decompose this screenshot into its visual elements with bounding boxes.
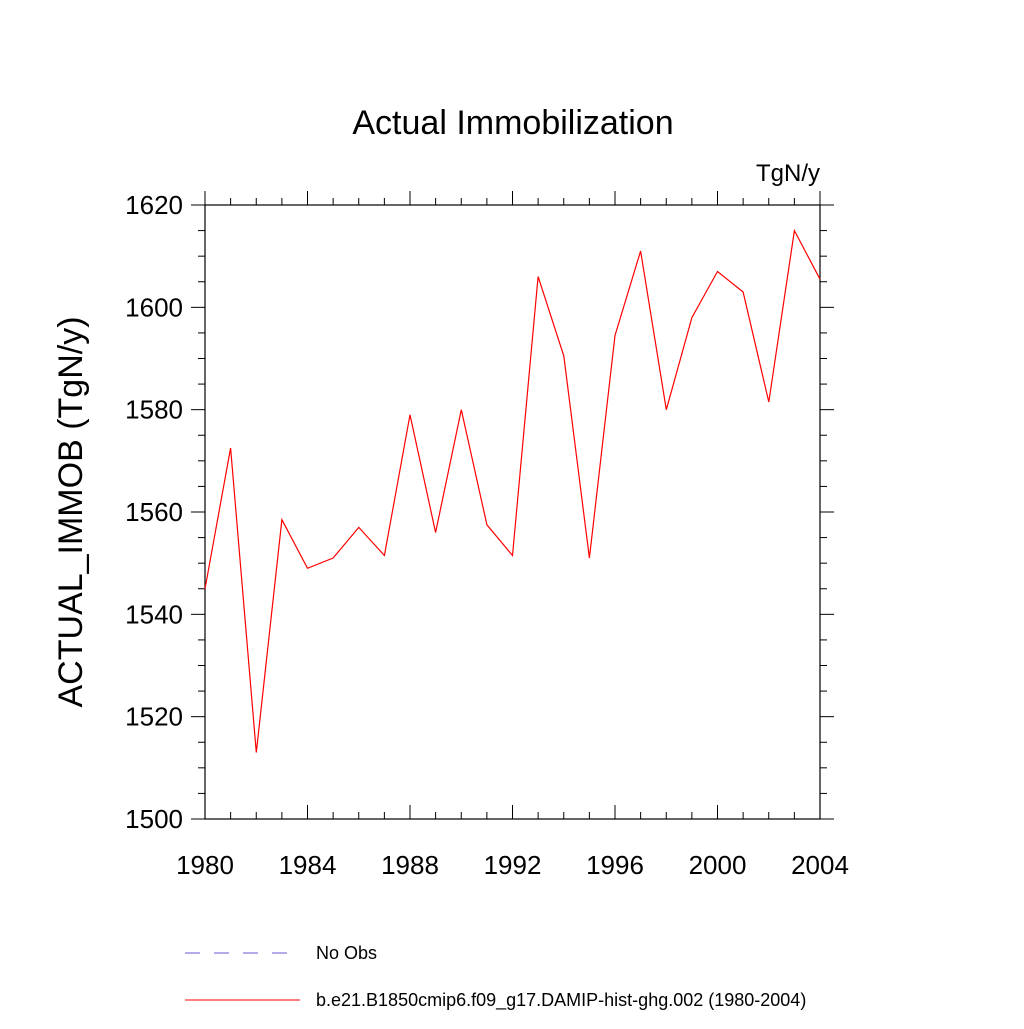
plot-frame: [204, 204, 821, 820]
y-tick-label: 1600: [125, 292, 183, 322]
x-tick-label: 1980: [176, 850, 234, 880]
legend: No Obs b.e21.B1850cmip6.f09_g17.DAMIP-his…: [185, 943, 806, 1011]
legend-label-1: b.e21.B1850cmip6.f09_g17.DAMIP-hist-ghg.…: [316, 990, 806, 1011]
series-layer: [204, 228, 821, 753]
x-tick-label: 1992: [484, 850, 542, 880]
x-tick-label: 2004: [791, 850, 849, 880]
x-tick-label: 2000: [689, 850, 747, 880]
y-axis-label: ACTUAL_IMMOB (TgN/y): [52, 316, 90, 707]
y-tick-label: 1580: [125, 395, 183, 425]
legend-label-0: No Obs: [316, 943, 377, 963]
y-tick-label: 1540: [125, 599, 183, 629]
y-tick-label: 1500: [125, 804, 183, 834]
axes: 1980 1984 1988 1992 1996 2000 2004 1500 1520 1540…: [125, 190, 849, 880]
x-tick-label: 1996: [586, 850, 644, 880]
y-tick-label: 1520: [125, 702, 183, 732]
x-tick-label: 1984: [279, 850, 337, 880]
y-tick-label: 1560: [125, 497, 183, 527]
chart-title: Actual Immobilization: [352, 104, 673, 142]
x-tick-label: 1988: [381, 850, 439, 880]
y-tick-label: 1620: [125, 190, 183, 220]
units-label: TgN/y: [756, 160, 820, 187]
series-line-1: [204, 228, 821, 753]
